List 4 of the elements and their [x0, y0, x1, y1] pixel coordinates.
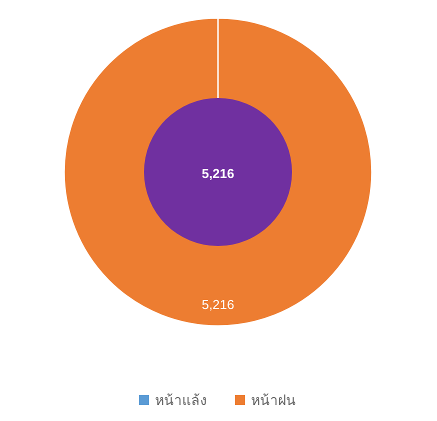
- data-label: 5,216: [202, 297, 234, 312]
- text: 5,216: [202, 166, 234, 181]
- legend-label: หน้าฝน: [251, 392, 296, 408]
- legend-label: หน้าแล้ง: [155, 392, 207, 408]
